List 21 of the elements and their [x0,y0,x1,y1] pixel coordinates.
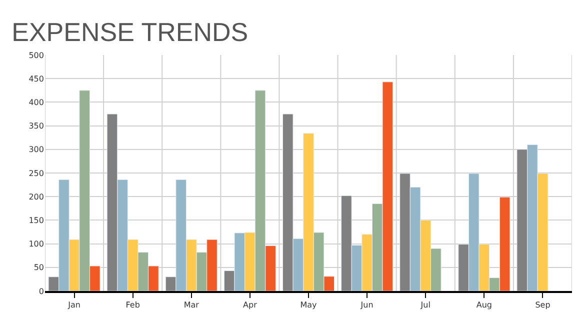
y-tick-label: 500 [28,50,44,60]
y-tick-label: 400 [28,98,44,107]
x-tick-label: Jul [420,300,430,310]
chart-title: EXPENSE TRENDS [12,17,248,48]
x-tick-label: Jun [360,300,374,310]
y-tick-label: 450 [28,74,44,84]
x-tick-label: May [300,300,318,310]
y-tick-label: 200 [28,192,44,202]
x-tick-label: Aug [476,300,492,310]
x-tick-label: Apr [243,300,258,310]
y-tick-label: 350 [28,122,44,131]
y-tick-label: 250 [28,168,44,178]
y-tick-label: 150 [28,216,44,225]
y-tick-label: 0 [38,286,44,296]
y-tick-label: 100 [28,240,44,249]
x-tick-label: Feb [126,300,140,310]
y-tick-label: 300 [28,145,44,154]
y-tick-label: 50 [34,263,44,272]
x-tick-label: Jan [67,300,80,310]
x-tick-label: Mar [184,300,200,310]
x-tick-label: Sep [535,300,550,310]
